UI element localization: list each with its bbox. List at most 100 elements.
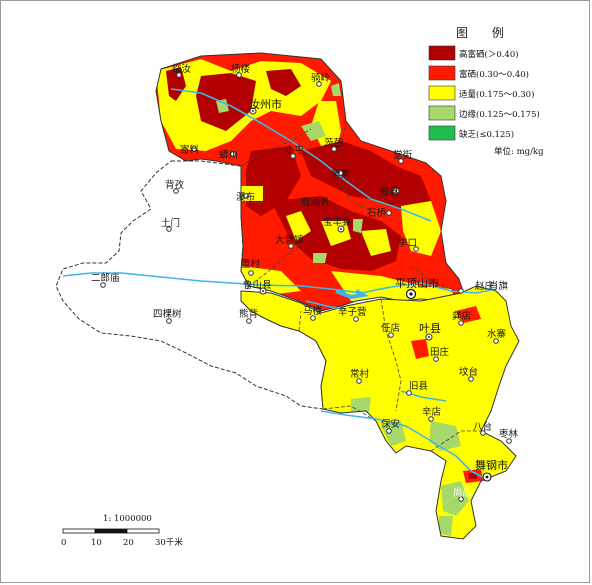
place-label: 商酒务 — [301, 196, 330, 208]
place-shuizhai: 水寨 — [487, 328, 507, 344]
south-region — [241, 286, 519, 539]
legend-swatch — [428, 105, 456, 121]
place-xiongbei: 熊背 — [239, 308, 258, 324]
legend-item: 高富硒(＞0.40) — [428, 45, 519, 61]
legend-item: 边缘(0.125～0.175) — [428, 105, 540, 121]
place-label: 枣林 — [499, 428, 519, 440]
place-pingdingshan: 平顶山市 — [395, 276, 439, 300]
scale-ratio: 1: 1000000 — [103, 514, 152, 524]
south-outline — [240, 285, 520, 540]
place-linru: 临汝 — [172, 63, 192, 78]
place-daying: 大营镇 — [275, 234, 304, 249]
place-label: 赵庄 — [475, 280, 495, 292]
place-tangjie: 堂街 — [393, 149, 413, 164]
place-baoan: 保安 — [381, 418, 400, 434]
place-likou: 李口 — [398, 237, 419, 252]
place-shangjiuwu: 商酒务 — [301, 196, 330, 208]
place-label: 寄料 — [180, 144, 200, 156]
place-label: 辛店 — [422, 406, 441, 418]
place-label: 马楼 — [303, 305, 323, 317]
place-label: 董村 — [241, 258, 261, 270]
place-xiaoqi: 肖旗 — [489, 280, 509, 292]
west-region — [55, 160, 327, 410]
place-yanglou: 杨楼 — [231, 63, 251, 78]
legend-label: 缺乏(≤0.125) — [459, 129, 514, 140]
legend-label: 边缘(0.125～0.175) — [459, 109, 540, 120]
place-label: 骑岭 — [311, 72, 331, 84]
place-baofeng: 宝丰县 — [323, 216, 352, 233]
place-qiling: 骑岭 — [311, 72, 331, 87]
place-label: 杨楼 — [231, 63, 251, 75]
place-jiliao: 寄料 — [180, 144, 200, 156]
legend-swatch — [428, 45, 456, 61]
place-zaolin: 枣林 — [499, 428, 519, 444]
place-fentai: 坟台 — [459, 366, 478, 382]
place-changcun: 常村 — [350, 368, 370, 384]
place-erlangmiao: 二郎庙 — [91, 272, 120, 288]
place-tumen: 土门 — [161, 217, 180, 232]
place-shiqiao: 石桥 — [367, 207, 392, 219]
place-label: 瀑布 — [236, 191, 255, 203]
place-shangdian: 尚店 — [453, 487, 472, 502]
place-label: 四棵树 — [153, 308, 182, 320]
place-mangchuan: 蟒川 — [219, 149, 238, 161]
legend: 图 例 高富硒(＞0.40) 富硒(0.30～0.40) 适量(0.175～0.… — [428, 26, 544, 157]
place-label: 八台 — [473, 421, 492, 433]
legend-swatch — [428, 65, 456, 81]
place-label: 蟒川 — [219, 149, 238, 161]
place-label: 宝丰县 — [323, 216, 352, 228]
place-label: 大营镇 — [275, 234, 304, 246]
place-ruzhou: 汝州市 — [249, 97, 282, 115]
place-sikeshu: 四棵树 — [153, 308, 182, 324]
place-batai: 八台 — [473, 421, 492, 436]
scale-tick: 20 — [123, 538, 134, 548]
place-label: 背孜 — [165, 179, 185, 191]
place-dongcun: 董村 — [241, 258, 261, 276]
place-label: 尚店 — [453, 487, 472, 499]
scale-bar: 1: 1000000 0 10 20 30千米 — [61, 514, 183, 548]
place-gongdian: 龚店 — [452, 310, 471, 326]
place-label: 平顶山市 — [395, 276, 439, 290]
county-borders — [240, 120, 481, 452]
place-yexian: 叶县 — [419, 322, 441, 341]
legend-label: 适量(0.175～0.30) — [459, 89, 534, 100]
place-xinziying: 辛子营 — [338, 306, 367, 322]
place-tianzhuang: 田庄 — [430, 346, 450, 362]
place-zhaozhuang: 赵庄 — [458, 280, 495, 294]
place-label: 保安 — [381, 418, 400, 430]
place-label: 辛集 — [331, 168, 351, 180]
scale-tick: 0 — [61, 538, 66, 548]
place-label: 小屯 — [285, 144, 305, 156]
place-label: 鲁山县 — [243, 279, 272, 291]
place-label: 汝州市 — [249, 97, 282, 111]
place-label: 二郎庙 — [91, 272, 120, 284]
place-xindian: 辛店 — [422, 406, 441, 422]
place-lushan: 鲁山县 — [243, 279, 272, 295]
legend-item: 适量(0.175～0.30) — [428, 85, 534, 101]
place-label: 旧县 — [409, 381, 428, 392]
place-label: 肖旗 — [489, 280, 509, 292]
place-malou: 马楼 — [303, 305, 323, 321]
place-label: 茨芭 — [324, 137, 344, 149]
place-label: 土门 — [161, 217, 180, 229]
place-jiuxian: 旧县 — [406, 381, 428, 396]
rivers — [62, 88, 497, 480]
legend-item: 富硒(0.30～0.40) — [428, 65, 529, 81]
legend-swatch — [428, 85, 456, 101]
scale-tick: 30千米 — [155, 537, 183, 548]
place-xiaotun: 小屯 — [285, 144, 305, 159]
place-ciba: 茨芭 — [324, 137, 344, 152]
place-label: 辛子营 — [338, 306, 367, 318]
place-label: 临汝 — [172, 63, 192, 75]
place-label: 常村 — [350, 368, 370, 380]
place-pubu: 瀑布 — [236, 191, 255, 203]
place-label: 田庄 — [430, 346, 450, 358]
place-markers: 临汝 杨楼 汝州市 骑岭 寄料 蟒川 小屯 茨芭 辛集 郏县 堂街 背孜 瀑布 … — [91, 63, 519, 502]
place-wugang: 舞钢市 — [475, 458, 508, 482]
place-label: 堂街 — [393, 149, 413, 161]
legend-swatch — [428, 125, 456, 141]
legend-title: 图 例 — [456, 26, 514, 40]
place-label: 任店 — [381, 322, 400, 334]
